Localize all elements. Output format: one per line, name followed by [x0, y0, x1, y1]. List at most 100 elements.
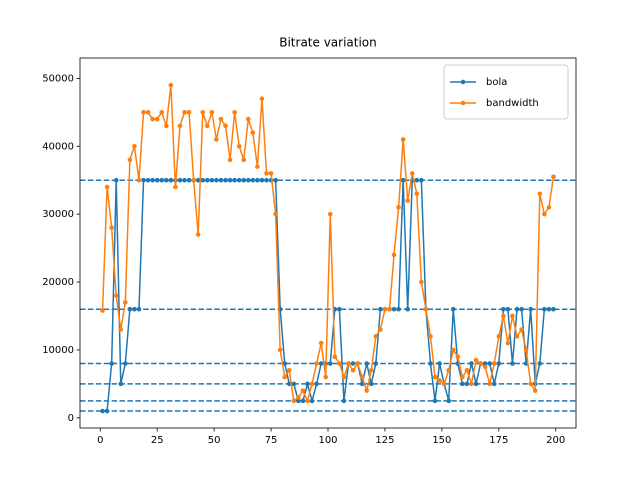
marker	[100, 408, 105, 414]
marker	[514, 334, 520, 339]
marker	[150, 177, 155, 183]
y-tick-label: 40000	[42, 141, 74, 152]
marker	[364, 361, 370, 366]
marker	[391, 306, 397, 312]
marker	[537, 191, 543, 197]
marker	[373, 334, 379, 339]
marker	[205, 123, 210, 129]
marker	[282, 361, 288, 366]
y-tick-label: 10000	[42, 345, 74, 356]
marker	[450, 347, 456, 353]
marker	[396, 205, 401, 210]
marker	[309, 381, 315, 387]
marker	[437, 378, 442, 383]
marker	[250, 177, 256, 183]
marker	[510, 361, 515, 366]
marker	[318, 340, 324, 346]
marker	[104, 408, 110, 414]
marker	[195, 177, 201, 183]
marker	[464, 381, 470, 387]
marker	[273, 177, 278, 183]
marker	[159, 177, 165, 183]
marker	[205, 177, 210, 183]
marker	[145, 110, 151, 115]
marker	[378, 327, 383, 332]
marker	[419, 177, 424, 183]
marker	[405, 306, 411, 312]
marker	[218, 116, 224, 122]
marker	[255, 177, 260, 183]
marker	[400, 137, 406, 142]
marker	[519, 306, 524, 312]
marker	[501, 306, 506, 312]
marker	[510, 313, 515, 319]
marker	[428, 361, 433, 366]
marker	[378, 306, 383, 312]
legend-label: bandwidth	[486, 98, 539, 109]
marker	[491, 361, 497, 366]
marker	[551, 306, 556, 312]
marker	[327, 211, 333, 217]
plot-frame	[79, 57, 577, 429]
marker	[482, 364, 488, 370]
marker	[159, 110, 165, 115]
marker	[259, 177, 265, 183]
marker	[236, 177, 242, 183]
marker	[405, 198, 411, 203]
marker	[551, 174, 556, 180]
marker	[487, 381, 492, 387]
marker	[487, 361, 492, 366]
marker	[309, 398, 315, 404]
marker	[200, 177, 206, 183]
marker	[291, 398, 297, 404]
x-tick-label: 100	[318, 435, 337, 446]
marker	[214, 137, 219, 142]
x-tick-label: 175	[489, 435, 508, 446]
marker	[191, 177, 196, 183]
marker	[318, 361, 324, 366]
marker	[496, 361, 502, 366]
legend-label: bola	[486, 77, 507, 88]
marker	[505, 340, 511, 346]
x-tick-label: 200	[546, 435, 565, 446]
marker	[277, 347, 283, 353]
marker	[141, 110, 146, 115]
marker	[305, 398, 310, 404]
marker	[200, 110, 206, 115]
marker	[528, 306, 533, 312]
marker	[505, 306, 511, 312]
marker	[428, 334, 433, 339]
marker	[350, 367, 356, 373]
marker	[414, 177, 420, 183]
marker	[109, 361, 114, 366]
marker	[478, 361, 483, 366]
x-tick-label: 50	[208, 435, 221, 446]
marker	[232, 110, 237, 115]
marker	[446, 367, 451, 373]
marker	[214, 177, 219, 183]
marker	[177, 177, 183, 183]
marker	[218, 177, 224, 183]
marker	[113, 177, 119, 183]
marker	[460, 381, 465, 387]
marker	[296, 398, 301, 404]
marker	[109, 225, 114, 231]
marker	[528, 381, 533, 387]
marker	[264, 177, 269, 183]
marker	[437, 361, 442, 366]
marker	[464, 367, 470, 373]
marker	[168, 82, 174, 88]
marker	[282, 374, 288, 380]
marker	[373, 361, 379, 366]
marker	[432, 374, 438, 380]
marker	[177, 123, 183, 129]
marker	[460, 374, 465, 380]
y-tick-label: 20000	[42, 277, 74, 288]
marker	[141, 177, 146, 183]
marker	[245, 177, 251, 183]
marker	[537, 361, 543, 366]
marker	[359, 374, 365, 380]
marker	[232, 177, 237, 183]
marker	[446, 398, 451, 404]
